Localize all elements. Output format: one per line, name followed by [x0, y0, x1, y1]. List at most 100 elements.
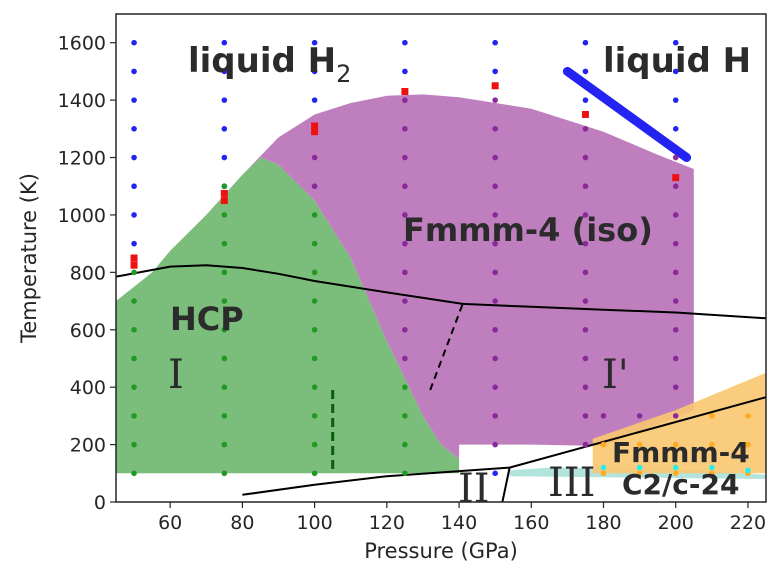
fmmm-iso-region — [242, 94, 694, 459]
x-tick-label: 60 — [158, 512, 182, 534]
blue-point — [131, 212, 137, 218]
purple-point — [402, 126, 408, 132]
green-point — [131, 470, 137, 477]
green-point — [402, 384, 408, 390]
liquid-h-label: liquid H — [603, 41, 751, 81]
purple-point — [582, 384, 589, 390]
green-point — [131, 441, 137, 448]
green-point — [221, 240, 228, 247]
blue-point — [672, 39, 679, 46]
red-marker — [130, 261, 138, 269]
purple-point — [582, 183, 589, 190]
purple-point — [402, 355, 408, 362]
purple-point — [492, 183, 498, 190]
green-point — [402, 441, 408, 448]
purple-point — [582, 441, 589, 448]
purple-point — [311, 183, 318, 190]
green-point — [221, 355, 228, 362]
cyan-point — [600, 464, 607, 471]
purple-point — [672, 326, 679, 333]
axis-ticks: 60 80 100 120 140 160 180 200 220 0 200 400 600 800 10… — [58, 33, 766, 534]
purple-point — [402, 97, 408, 103]
orange-point — [600, 441, 607, 448]
green-point — [131, 298, 137, 304]
blue-point — [311, 68, 318, 75]
purple-point — [582, 326, 589, 333]
purple-point — [402, 154, 408, 161]
blue-point — [672, 126, 679, 132]
blue-point — [221, 126, 228, 132]
purple-point — [492, 154, 498, 161]
fmmm4-region — [592, 372, 766, 474]
purple-point — [672, 355, 679, 362]
orange-point — [672, 441, 679, 448]
red-marker — [491, 82, 499, 90]
orange-point — [709, 441, 715, 448]
purple-point — [492, 413, 498, 419]
phase-iii-label: III — [548, 460, 595, 506]
green-point — [221, 441, 228, 448]
purple-point — [492, 212, 498, 218]
purple-point — [492, 326, 498, 333]
purple-point — [402, 298, 408, 304]
boundary-line — [501, 467, 511, 502]
y-axis-label: Temperature (K) — [17, 173, 41, 344]
y-tick-label: 1400 — [58, 90, 106, 112]
purple-point — [672, 183, 679, 190]
purple-point — [492, 355, 498, 362]
purple-point — [311, 154, 318, 161]
purple-point — [672, 269, 679, 276]
simulation-points — [130, 39, 751, 477]
purple-point — [402, 326, 408, 333]
x-tick-label: 220 — [730, 512, 766, 534]
blue-point — [221, 154, 228, 161]
purple-point — [582, 240, 589, 247]
blue-point — [131, 240, 137, 247]
purple-point — [672, 212, 679, 218]
green-point — [311, 355, 318, 362]
purple-point — [492, 441, 498, 448]
purple-point — [492, 97, 498, 103]
orange-point — [745, 413, 751, 419]
green-point — [221, 269, 228, 276]
x-tick-label: 180 — [585, 512, 621, 534]
green-point — [311, 240, 318, 247]
y-tick-label: 0 — [94, 492, 106, 514]
phase-ii-label: II — [458, 466, 490, 512]
purple-point — [582, 154, 589, 161]
c2c-label: C2/c-24 — [622, 468, 739, 501]
cyan-point — [636, 464, 643, 471]
cyan-point — [709, 464, 715, 471]
blue-point — [221, 97, 228, 103]
purple-point — [582, 269, 589, 276]
x-tick-label: 80 — [230, 512, 254, 534]
blue-point — [402, 68, 408, 75]
plot-frame — [115, 13, 767, 503]
blue-point — [311, 97, 318, 103]
green-point — [221, 384, 228, 390]
green-point — [221, 212, 228, 218]
green-point — [402, 470, 408, 477]
purple-point — [492, 240, 498, 247]
liquid-h-boundary — [562, 66, 692, 162]
blue-point — [492, 39, 498, 46]
orange-point — [636, 441, 643, 448]
purple-point — [402, 240, 408, 247]
red-marker — [401, 88, 409, 96]
y-tick-label: 200 — [70, 435, 106, 457]
x-tick-label: 100 — [296, 512, 332, 534]
orange-point — [636, 470, 643, 477]
hcp-label: HCP — [170, 300, 244, 338]
green-point — [311, 269, 318, 276]
green-point — [221, 298, 228, 304]
purple-point — [600, 413, 607, 419]
blue-point — [492, 68, 498, 75]
green-point — [221, 326, 228, 333]
green-point — [221, 183, 228, 190]
red-marker — [130, 254, 138, 262]
purple-point — [402, 183, 408, 190]
red-marker — [311, 128, 319, 136]
purple-point — [582, 355, 589, 362]
phase-regions — [116, 94, 766, 479]
